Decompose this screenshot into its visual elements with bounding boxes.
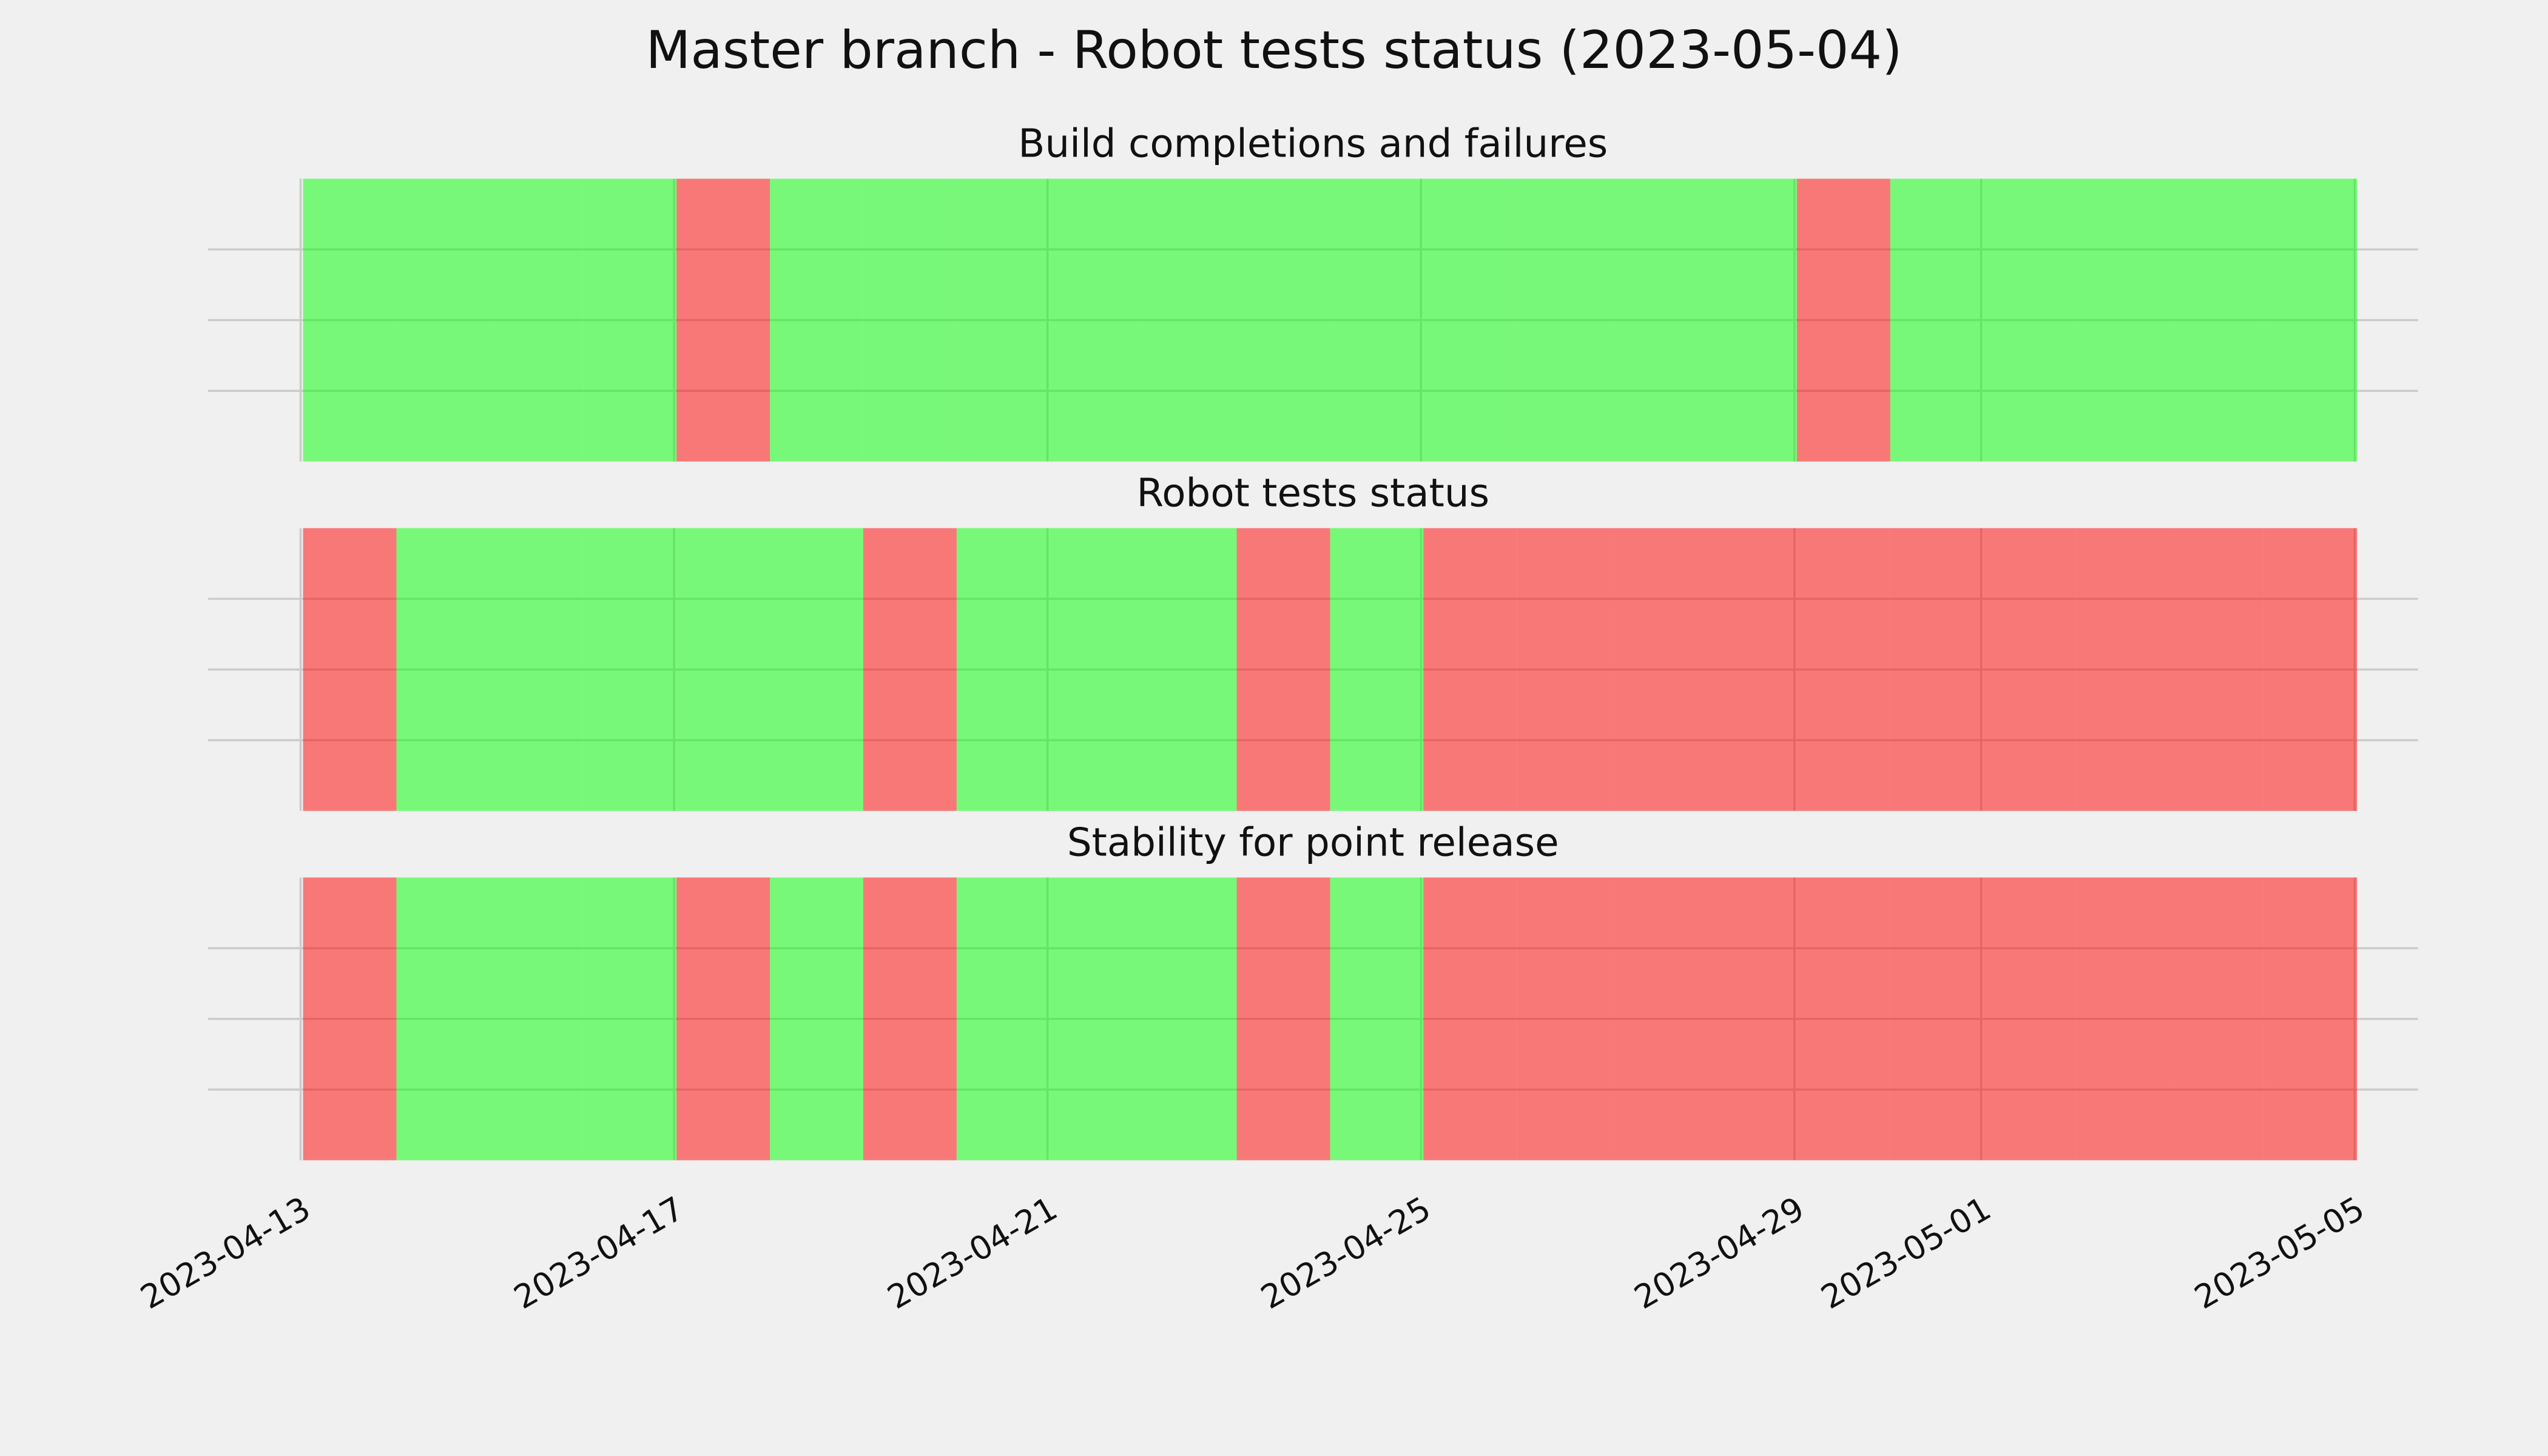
status-span <box>1330 178 1424 462</box>
status-span <box>1050 528 1144 811</box>
status-span <box>2170 877 2264 1161</box>
status-span <box>1236 528 1330 811</box>
status-span <box>1890 178 1984 462</box>
status-span <box>1517 178 1611 462</box>
status-span <box>1983 528 2077 811</box>
status-span <box>1143 877 1237 1161</box>
status-span <box>1050 877 1144 1161</box>
status-span <box>490 178 584 462</box>
status-span <box>1610 528 1704 811</box>
status-span <box>1236 877 1330 1161</box>
status-span <box>303 178 397 462</box>
status-span <box>2263 528 2358 811</box>
status-span <box>2077 877 2171 1161</box>
status-span <box>1890 528 1984 811</box>
status-span <box>1330 877 1424 1161</box>
status-span <box>2077 528 2171 811</box>
status-span <box>1796 877 1890 1161</box>
status-span <box>1890 877 1984 1161</box>
status-span <box>583 528 677 811</box>
status-span <box>1423 877 1517 1161</box>
panel-title: Stability for point release <box>1067 820 1559 865</box>
status-span <box>490 877 584 1161</box>
status-span <box>770 528 863 811</box>
status-span <box>2263 178 2358 462</box>
panel-title: Build completions and failures <box>1018 121 1608 167</box>
status-span <box>2170 178 2264 462</box>
status-span <box>676 877 770 1161</box>
status-span <box>1517 528 1611 811</box>
status-span <box>956 528 1050 811</box>
status-span <box>863 528 957 811</box>
status-span <box>303 877 397 1161</box>
status-span <box>676 178 770 462</box>
status-span <box>1796 528 1890 811</box>
status-span <box>1143 178 1237 462</box>
status-span <box>303 528 397 811</box>
status-span <box>770 178 863 462</box>
status-span <box>863 877 957 1161</box>
status-span <box>396 528 490 811</box>
status-span <box>2170 528 2264 811</box>
status-span <box>1796 178 1890 462</box>
status-span <box>1703 178 1797 462</box>
status-span <box>956 178 1050 462</box>
status-span <box>1983 178 2077 462</box>
status-span <box>2263 877 2358 1161</box>
status-span <box>1236 178 1330 462</box>
status-span <box>956 877 1050 1161</box>
status-span <box>396 877 490 1161</box>
panel-title: Robot tests status <box>1136 471 1489 516</box>
status-span <box>770 877 863 1161</box>
status-span <box>1703 877 1797 1161</box>
status-span <box>1423 178 1517 462</box>
status-span <box>583 178 677 462</box>
status-span <box>1143 528 1237 811</box>
status-span <box>863 178 957 462</box>
status-span <box>1517 877 1611 1161</box>
status-span <box>583 877 677 1161</box>
status-span <box>1610 877 1704 1161</box>
status-span <box>1330 528 1424 811</box>
chart-title: Master branch - Robot tests status (2023… <box>645 20 1902 81</box>
status-span <box>1983 877 2077 1161</box>
status-span <box>490 528 584 811</box>
status-span <box>2077 178 2171 462</box>
status-span <box>1050 178 1144 462</box>
status-span <box>1703 528 1797 811</box>
status-span <box>676 528 770 811</box>
status-span <box>1423 528 1517 811</box>
status-span <box>396 178 490 462</box>
status-span <box>1610 178 1704 462</box>
